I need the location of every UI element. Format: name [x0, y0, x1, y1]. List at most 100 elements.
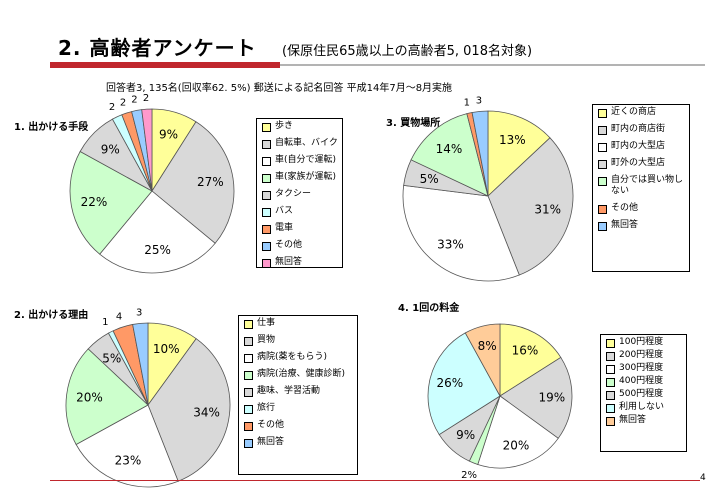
legend-item: その他	[262, 240, 339, 251]
legend-fare: 100円程度 200円程度 300円程度 400円程度 500円程度 利用しない無回答	[600, 334, 687, 452]
legend-swatch	[262, 123, 271, 132]
legend-item: 町内の商店街	[598, 124, 686, 135]
pie-slice-3-2	[477, 395, 559, 469]
legend-item: 買物	[244, 335, 354, 346]
legend-swatch	[262, 140, 271, 149]
chart-title-outing-reason: 2. 出かける理由	[14, 310, 89, 321]
legend-label: 車(家族が運転)	[275, 172, 337, 182]
legend-swatch	[598, 222, 607, 231]
legend-item: 400円程度	[606, 376, 683, 387]
chart-title-transport: 1. 出かける手段	[14, 122, 89, 133]
legend-label: 300円程度	[619, 363, 664, 373]
legend-item: 仕事	[244, 318, 354, 329]
legend-swatch	[606, 339, 615, 348]
legend-swatch	[262, 191, 271, 200]
pie-label-0-4: 9%	[101, 142, 120, 156]
legend-item: 100円程度	[606, 337, 683, 348]
pie-slice-1-6	[471, 110, 489, 197]
legend-transport: 歩き 自転車、バイク 車(自分で運転) 車(家族が運転) タクシー バス 電車 その他 無回答	[256, 118, 343, 268]
pie-label-0-7: 2	[131, 95, 137, 106]
pie-slice-0-1	[151, 121, 235, 244]
legend-swatch	[598, 143, 607, 152]
legend-item: 200円程度	[606, 350, 683, 361]
legend-label: 町内の大型店	[611, 141, 666, 151]
legend-item: 町外の大型店	[598, 158, 686, 169]
legend-item: 車(家族が運転)	[262, 172, 339, 183]
legend-swatch	[262, 157, 271, 166]
pie-slice-3-1	[499, 356, 573, 439]
pie-slice-1-2	[402, 184, 520, 282]
pie-label-1-2: 33%	[437, 237, 464, 251]
footer-divider	[50, 480, 700, 481]
legend-swatch	[244, 337, 253, 346]
legend-item: 無回答	[606, 415, 683, 426]
legend-outing-reason: 仕事 買物 病院(薬をもらう) 病院(治療、健康診断) 趣味、学習活動 旅行 その他 無回答	[238, 315, 358, 475]
legend-label: 500円程度	[619, 389, 664, 399]
chart-title-shopping-place: 3. 買物場所	[386, 118, 441, 129]
pie-label-3-4: 9%	[456, 428, 475, 442]
pie-label-0-3: 22%	[81, 195, 108, 209]
pie-label-1-3: 5%	[420, 172, 439, 186]
legend-swatch	[262, 174, 271, 183]
slide-subtitle: (保原住民65歳以上の高齢者5, 018名対象)	[282, 44, 533, 59]
legend-item: 車(自分で運転)	[262, 155, 339, 166]
legend-label: 歩き	[275, 121, 294, 131]
pie-label-3-6: 8%	[478, 339, 497, 353]
legend-item: 利用しない	[606, 402, 683, 413]
pie-slice-1-4	[410, 113, 489, 197]
legend-label: その他	[257, 420, 285, 430]
legend-swatch	[244, 439, 253, 448]
pie-label-3-1: 19%	[538, 391, 565, 405]
legend-shopping-place: 近くの商店 町内の商店街 町内の大型店 町外の大型店 自分では買い物しない その他 無回答	[592, 104, 690, 272]
pie-slice-2-2	[75, 404, 179, 488]
legend-item: 病院(治療、健康診断)	[244, 369, 354, 380]
legend-label: 自分では買い物しない	[611, 175, 684, 196]
legend-item: 近くの商店	[598, 107, 686, 118]
pie-label-2-5: 1	[102, 317, 108, 328]
legend-label: 無回答	[257, 437, 285, 447]
pie-label-0-0: 9%	[159, 127, 178, 141]
pie-label-2-6: 4	[116, 312, 122, 323]
legend-item: バス	[262, 206, 339, 217]
legend-swatch	[606, 417, 615, 426]
legend-label: 近くの商店	[611, 107, 657, 117]
legend-label: 利用しない	[619, 402, 665, 412]
legend-swatch	[262, 208, 271, 217]
pie-label-0-1: 27%	[197, 175, 224, 189]
legend-swatch	[244, 320, 253, 329]
pie-label-3-3: 2%	[461, 470, 477, 481]
pie-slice-2-1	[147, 338, 231, 482]
legend-label: 200円程度	[619, 350, 664, 360]
chart-title-fare: 4. 1回の料金	[398, 303, 460, 314]
legend-item: 電車	[262, 223, 339, 234]
pie-label-1-6: 3	[476, 95, 482, 106]
legend-swatch	[598, 160, 607, 169]
pie-label-2-0: 10%	[153, 342, 180, 356]
legend-label: バス	[275, 206, 294, 216]
legend-label: 無回答	[275, 257, 303, 267]
legend-item: 300円程度	[606, 363, 683, 374]
legend-label: 電車	[275, 223, 294, 233]
legend-label: 買物	[257, 335, 276, 345]
legend-label: 無回答	[611, 220, 639, 230]
legend-swatch	[244, 371, 253, 380]
pie-slice-3-6	[464, 323, 501, 397]
legend-item: 無回答	[262, 257, 339, 268]
pie-label-0-8: 2	[143, 93, 149, 104]
survey-note: 回答者3, 135名(回収率62. 5%) 郵送による記名回答 平成14年7月～…	[106, 83, 453, 94]
legend-swatch	[606, 391, 615, 400]
legend-item: 500円程度	[606, 389, 683, 400]
legend-swatch	[262, 259, 271, 268]
legend-label: 病院(治療、健康診断)	[257, 369, 346, 379]
legend-label: 自転車、バイク	[275, 138, 338, 148]
legend-item: 病院(薬をもらう)	[244, 352, 354, 363]
slide-title: 2. 高齢者アンケート	[58, 36, 257, 60]
pie-slice-1-0	[487, 110, 551, 197]
legend-swatch	[606, 378, 615, 387]
pie-label-2-7: 3	[136, 307, 142, 318]
legend-swatch	[606, 365, 615, 374]
legend-label: 町外の大型店	[611, 158, 666, 168]
legend-label: 趣味、学習活動	[257, 386, 321, 396]
